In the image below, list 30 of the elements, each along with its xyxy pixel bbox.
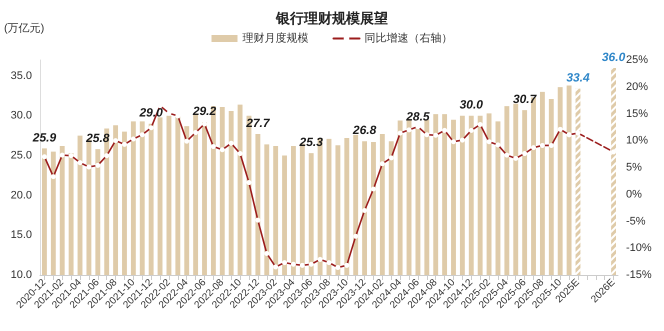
data-label: 25.8 xyxy=(85,131,110,146)
y2-tick-label: 15% xyxy=(626,108,648,120)
y2-tick-label: -10% xyxy=(626,242,652,254)
legend-label: 同比增速（右轴） xyxy=(364,32,452,44)
data-label: 30.0 xyxy=(460,98,484,112)
y-tick-label: 15.0 xyxy=(10,229,32,242)
data-label: 25.3 xyxy=(298,135,324,150)
y2-tick-label: 5% xyxy=(626,162,642,174)
data-label: 27.7 xyxy=(245,116,271,130)
y2-tick-label: 10% xyxy=(626,134,648,147)
y-tick-label: 35.0 xyxy=(10,70,32,82)
y-tick-label: 20.0 xyxy=(10,189,32,202)
y-axis-title: (万亿元) xyxy=(4,22,44,34)
data-label: 26.8 xyxy=(352,123,377,138)
data-label: 25.9 xyxy=(32,130,56,144)
y-tick-label: 10.0 xyxy=(10,269,32,281)
data-label: 30.7 xyxy=(512,92,538,106)
y2-tick-label: -5% xyxy=(626,215,646,228)
y-tick-label: 25.0 xyxy=(10,150,32,162)
legend-label: 理财月度规模 xyxy=(242,32,308,44)
y2-tick-label: 20% xyxy=(626,80,648,93)
y-tick-label: 30.0 xyxy=(10,110,32,122)
y2-tick-label: 25% xyxy=(626,54,648,66)
y2-tick-label: -15% xyxy=(626,269,652,281)
data-label: 33.4 xyxy=(566,70,590,85)
data-label: 28.5 xyxy=(405,110,430,124)
chart-title: 银行理财规模展望 xyxy=(275,10,388,26)
data-label: 29.2 xyxy=(192,104,217,118)
data-label: 36.0 xyxy=(602,50,626,64)
y2-tick-label: 0% xyxy=(626,188,642,200)
